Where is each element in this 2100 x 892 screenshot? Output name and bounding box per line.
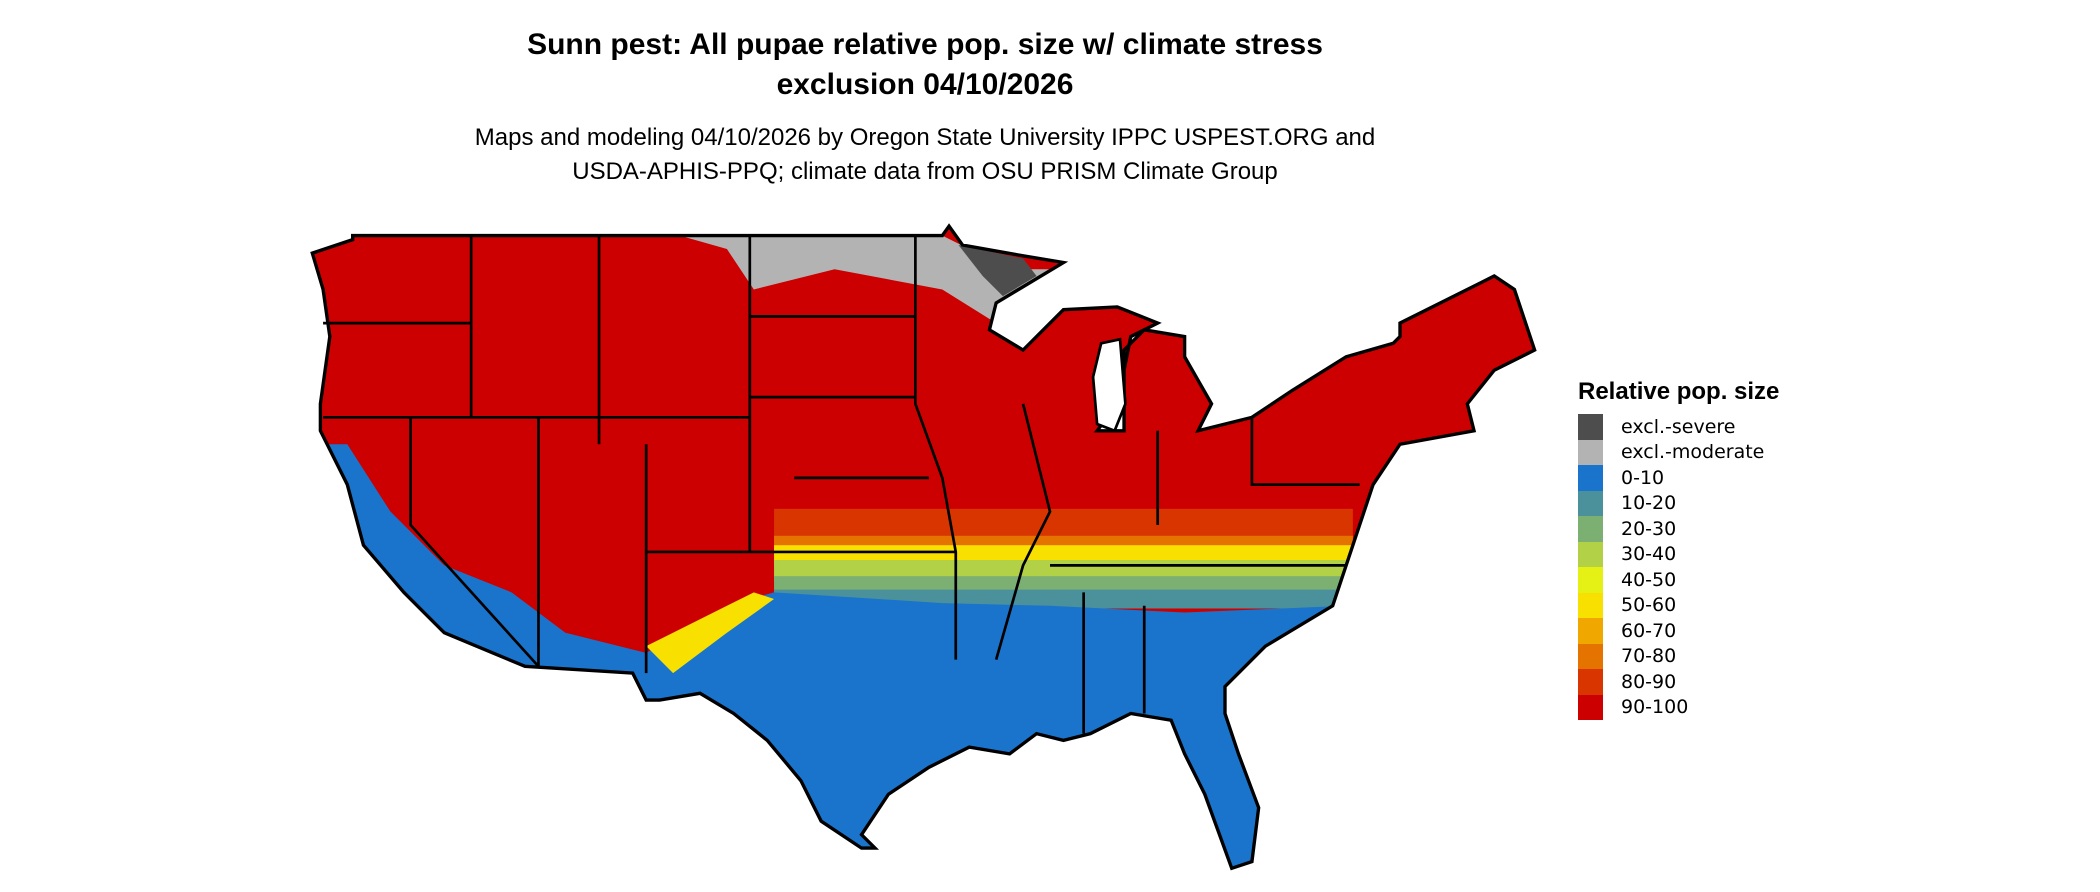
zone-excl-severe bbox=[958, 245, 1037, 297]
legend-item: 0-10 bbox=[1578, 465, 1779, 491]
legend-item: 50-60 bbox=[1578, 592, 1779, 618]
legend-label: 80-90 bbox=[1621, 670, 1677, 693]
legend-label: 90-100 bbox=[1621, 696, 1689, 719]
lake-michigan bbox=[1091, 337, 1127, 433]
legend-label: excl.-moderate bbox=[1621, 441, 1765, 464]
legend-item: 40-50 bbox=[1578, 567, 1779, 593]
legend-label: 20-30 bbox=[1621, 517, 1677, 540]
legend-label: 60-70 bbox=[1621, 619, 1677, 642]
zone-excl-moderate bbox=[679, 235, 1064, 344]
legend-swatch bbox=[1578, 516, 1603, 542]
legend-label: 50-60 bbox=[1621, 594, 1677, 617]
legend: Relative pop. size excl.-severe excl.-mod… bbox=[1578, 378, 1779, 720]
legend-item: excl.-severe bbox=[1578, 414, 1779, 440]
map-title-line1: Sunn pest: All pupae relative pop. size … bbox=[527, 28, 1323, 61]
legend-swatch bbox=[1578, 694, 1603, 720]
legend-item: 80-90 bbox=[1578, 669, 1779, 695]
legend-item: 60-70 bbox=[1578, 618, 1779, 644]
map-subtitle-line2: USDA-APHIS-PPQ; climate data from OSU PR… bbox=[572, 158, 1278, 185]
legend-item: 70-80 bbox=[1578, 643, 1779, 669]
legend-swatch bbox=[1578, 643, 1603, 669]
legend-item: 20-30 bbox=[1578, 516, 1779, 542]
legend-swatch bbox=[1578, 618, 1603, 644]
legend-label: excl.-severe bbox=[1621, 415, 1736, 438]
legend-label: 30-40 bbox=[1621, 543, 1677, 566]
legend-swatch bbox=[1578, 669, 1603, 695]
legend-item: 30-40 bbox=[1578, 541, 1779, 567]
legend-swatch bbox=[1578, 567, 1603, 593]
legend-swatch bbox=[1578, 592, 1603, 618]
state-borders bbox=[323, 235, 1360, 734]
legend-item: excl.-moderate bbox=[1578, 439, 1779, 465]
legend-swatch bbox=[1578, 490, 1603, 516]
map-subtitle-line1: Maps and modeling 04/10/2026 by Oregon S… bbox=[474, 124, 1376, 151]
legend-label: 0-10 bbox=[1621, 466, 1665, 489]
legend-swatch bbox=[1578, 439, 1603, 465]
legend-swatch bbox=[1578, 541, 1603, 567]
zone-50-60-sw bbox=[646, 592, 775, 674]
legend-item: 10-20 bbox=[1578, 490, 1779, 516]
map-title-line2: exclusion 04/10/2026 bbox=[776, 68, 1074, 101]
legend-label: 40-50 bbox=[1621, 568, 1677, 591]
legend-label: 70-80 bbox=[1621, 645, 1677, 668]
legend-items: excl.-severe excl.-moderate 0-10 10-20 20-30… bbox=[1578, 414, 1779, 720]
legend-item: 90-100 bbox=[1578, 694, 1779, 720]
population-raster bbox=[312, 226, 1535, 869]
legend-title: Relative pop. size bbox=[1578, 378, 1780, 405]
legend-label: 10-20 bbox=[1621, 492, 1677, 515]
legend-swatch bbox=[1578, 414, 1603, 440]
legend-swatch bbox=[1578, 465, 1603, 491]
